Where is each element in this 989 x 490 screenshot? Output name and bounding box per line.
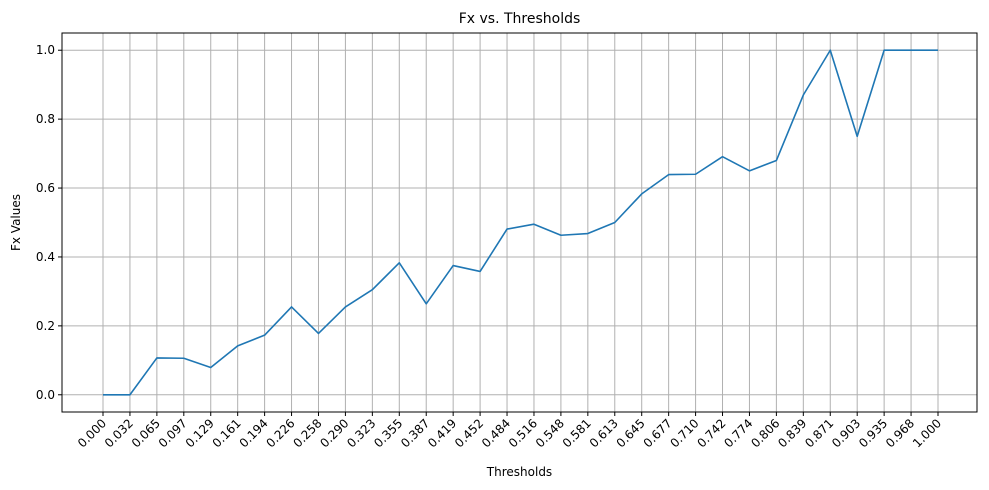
x-tick-label: 0.226 bbox=[263, 416, 297, 450]
x-tick-label: 0.323 bbox=[344, 416, 378, 450]
x-tick-label: 0.419 bbox=[425, 416, 459, 450]
x-tick-label: 0.935 bbox=[856, 416, 890, 450]
x-tick-label: 0.355 bbox=[371, 416, 405, 450]
x-tick-label: 0.032 bbox=[102, 416, 136, 450]
x-tick-label: 0.484 bbox=[479, 416, 513, 450]
x-axis-title: Thresholds bbox=[486, 465, 552, 479]
x-tick-label: 0.806 bbox=[748, 416, 782, 450]
grid bbox=[62, 33, 977, 412]
x-tick-label: 0.645 bbox=[614, 416, 648, 450]
y-tick-label: 0.2 bbox=[36, 319, 55, 333]
x-tick-label: 0.516 bbox=[506, 416, 540, 450]
x-tick-label: 0.194 bbox=[237, 416, 271, 450]
x-tick-label: 0.742 bbox=[694, 416, 728, 450]
x-tick-label: 0.290 bbox=[317, 416, 351, 450]
x-tick-label: 1.000 bbox=[910, 416, 944, 450]
x-tick-label: 0.452 bbox=[452, 416, 486, 450]
x-tick-label: 0.258 bbox=[290, 416, 324, 450]
ticks: 0.0000.0320.0650.0970.1290.1610.1940.226… bbox=[36, 43, 944, 450]
x-tick-label: 0.129 bbox=[183, 416, 217, 450]
x-tick-label: 0.677 bbox=[641, 416, 675, 450]
series-line bbox=[103, 49, 938, 396]
x-tick-label: 0.871 bbox=[802, 416, 836, 450]
x-tick-label: 0.097 bbox=[156, 416, 190, 450]
x-tick-label: 0.968 bbox=[883, 416, 917, 450]
x-tick-label: 0.903 bbox=[829, 416, 863, 450]
x-tick-label: 0.774 bbox=[721, 416, 755, 450]
plot-frame bbox=[61, 32, 978, 413]
y-tick-label: 0.6 bbox=[36, 181, 55, 195]
x-tick-label: 0.548 bbox=[533, 416, 567, 450]
x-tick-label: 0.065 bbox=[129, 416, 163, 450]
y-tick-label: 0.4 bbox=[36, 250, 55, 264]
y-tick-label: 1.0 bbox=[36, 43, 55, 57]
x-tick-label: 0.581 bbox=[560, 416, 594, 450]
chart-title: Fx vs. Thresholds bbox=[459, 11, 581, 27]
x-tick-label: 0.161 bbox=[210, 416, 244, 450]
y-tick-label: 0.8 bbox=[36, 112, 55, 126]
y-tick-label: 0.0 bbox=[36, 388, 55, 402]
series-line-layer bbox=[103, 49, 938, 396]
x-tick-label: 0.710 bbox=[668, 416, 702, 450]
x-tick-label: 0.613 bbox=[587, 416, 621, 450]
x-tick-label: 0.839 bbox=[775, 416, 809, 450]
x-tick-label: 0.000 bbox=[75, 416, 109, 450]
x-tick-label: 0.387 bbox=[398, 416, 432, 450]
y-axis-title: Fx Values bbox=[9, 194, 23, 251]
